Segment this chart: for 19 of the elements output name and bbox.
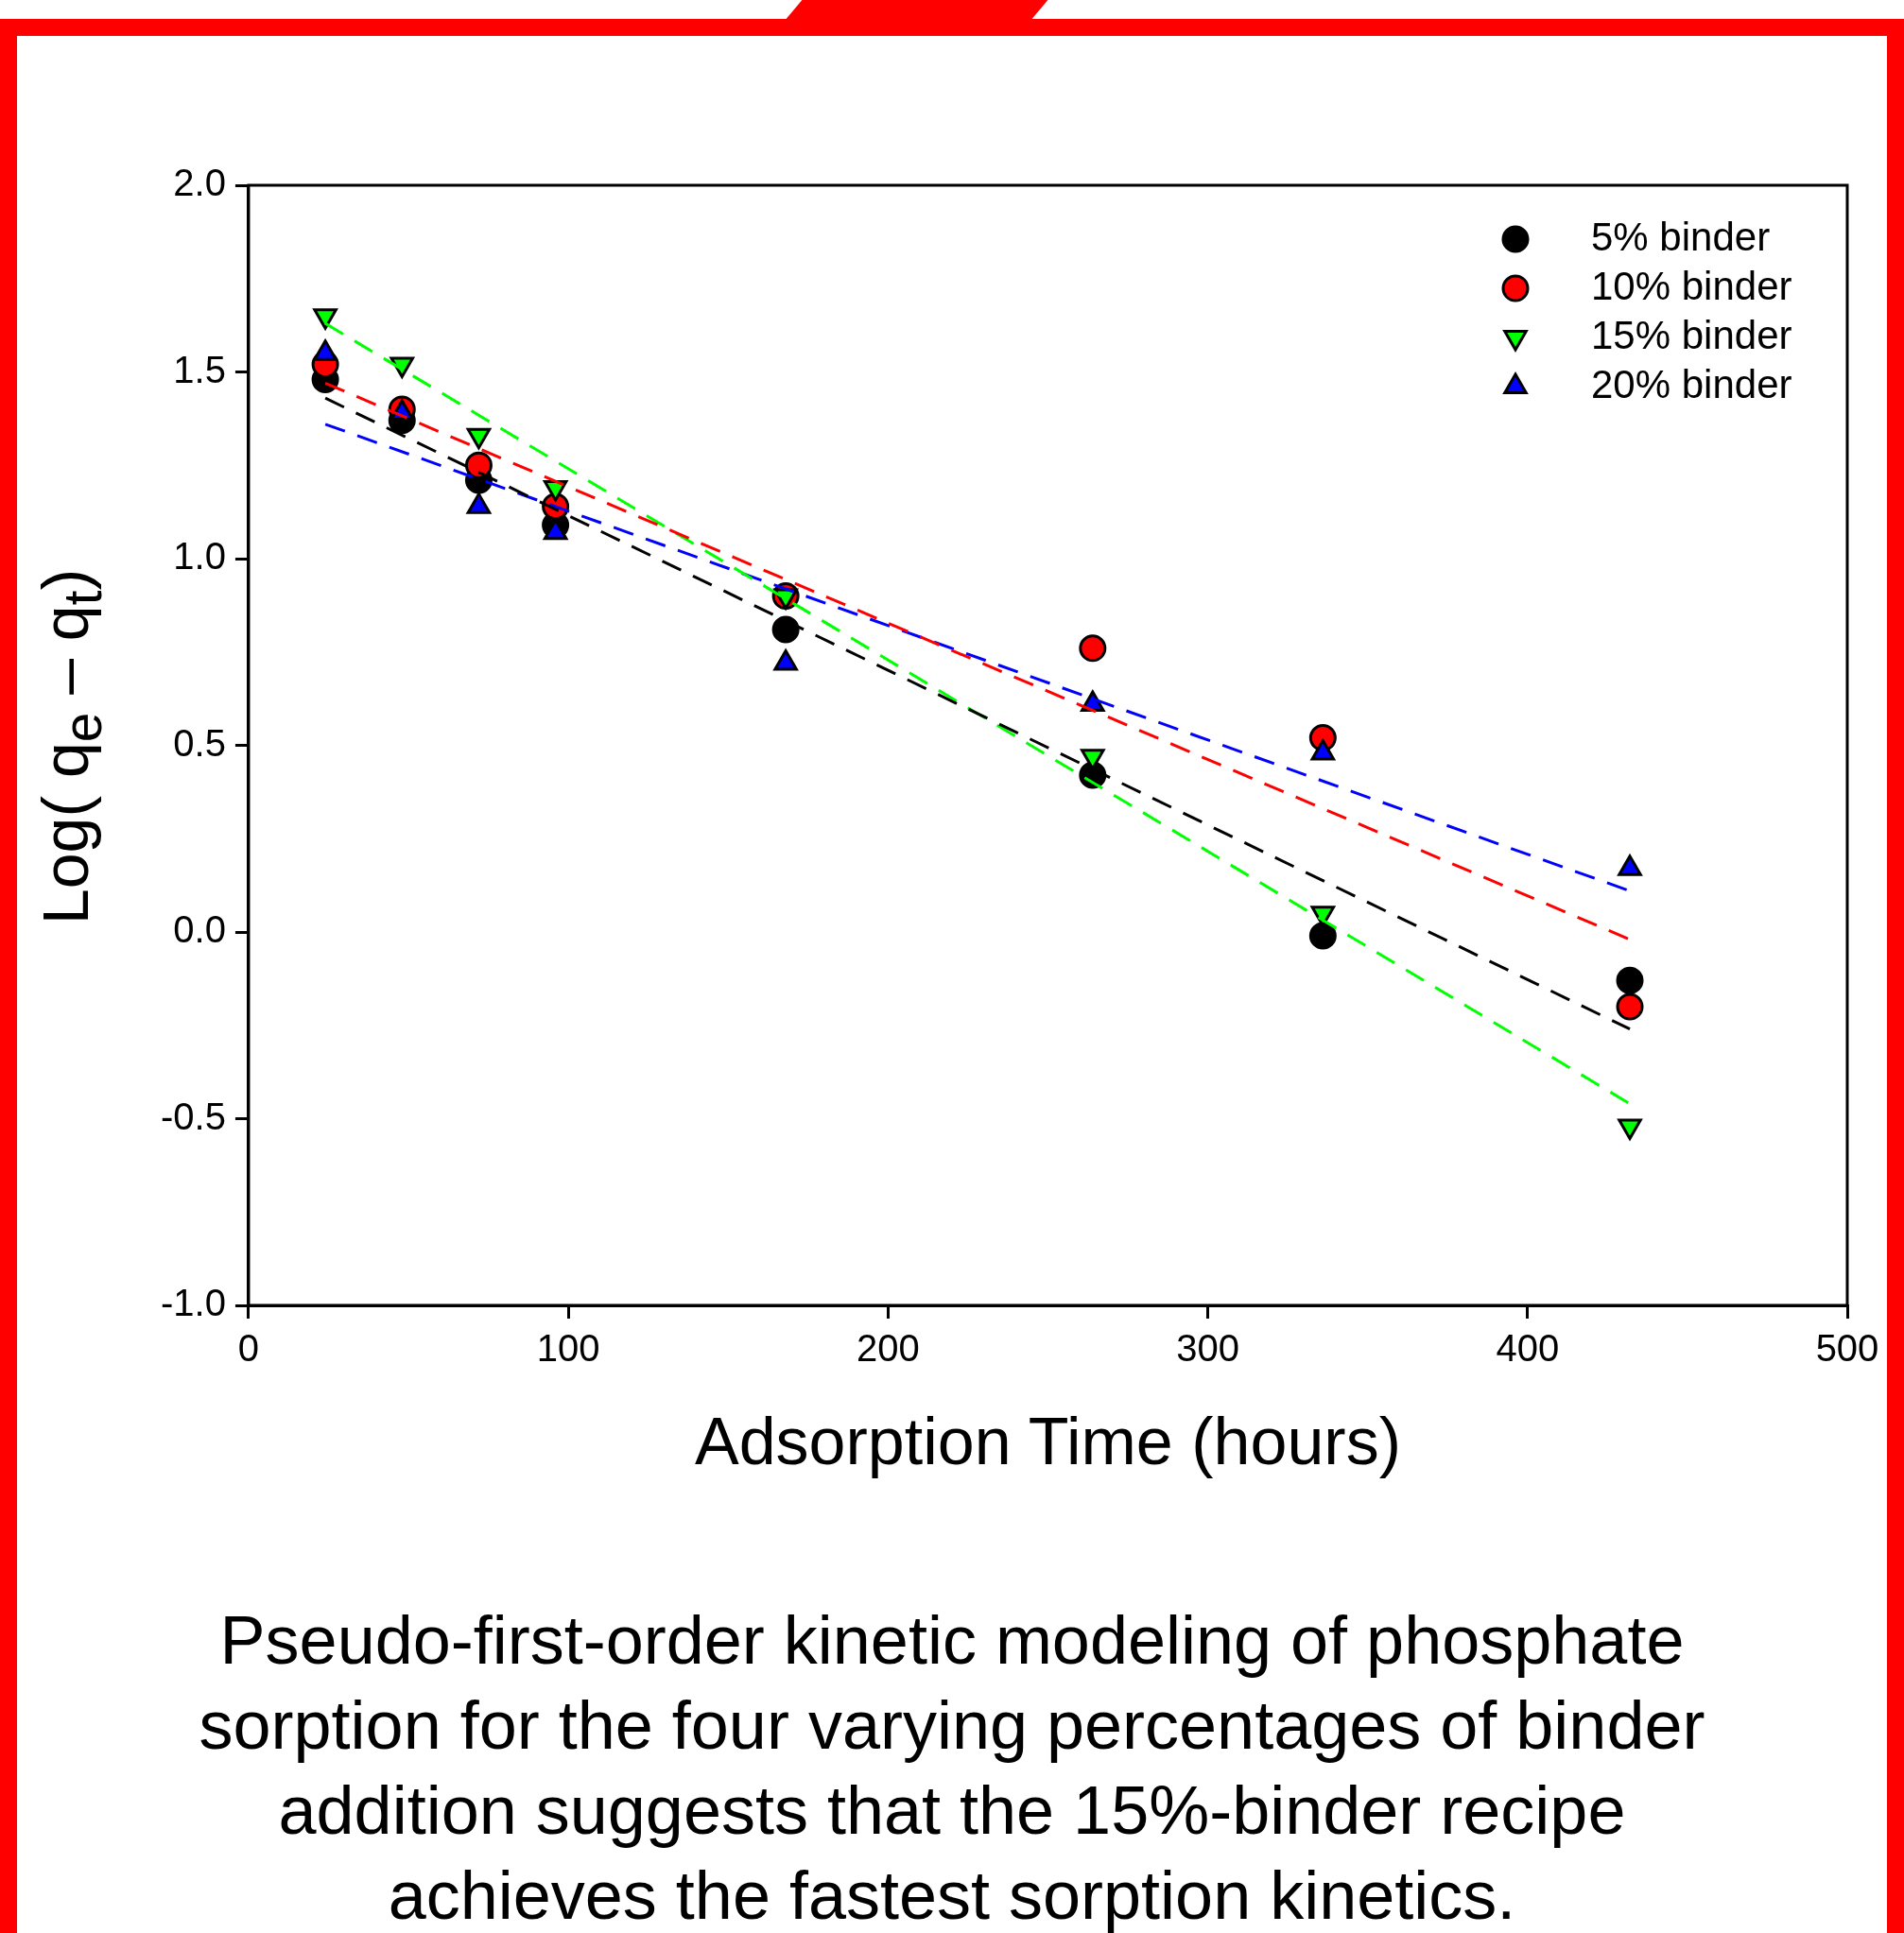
- x-tick-label: 0: [237, 1327, 260, 1370]
- text: Pseudo-first-order kinetic modeling of phosphate sorption for the four varying percentages of binder addition suggests that the 15%-binder recipe achieves the fastest sorption kinetics.: [198, 1601, 1706, 1933]
- legend-label: 20% binder: [1591, 361, 1792, 406]
- y-tick-label: 0.0: [173, 908, 226, 951]
- y-tick-label: 1.0: [173, 535, 226, 578]
- y-tick-label: -1.0: [160, 1282, 226, 1324]
- y-tick-label: 1.5: [173, 348, 226, 390]
- x-axis-title: Adsorption Time (hours): [694, 1405, 1401, 1479]
- y-tick-label: 0.5: [173, 721, 226, 764]
- x-tick-label: 100: [536, 1327, 600, 1370]
- legend-label: 10% binder: [1591, 263, 1792, 308]
- x-tick-label: 400: [1496, 1327, 1560, 1370]
- x-tick-label: 200: [856, 1327, 920, 1370]
- legend-label: 5% binder: [1591, 214, 1771, 259]
- y-tick-label: -0.5: [160, 1095, 226, 1137]
- x-tick-label: 500: [1815, 1327, 1879, 1370]
- x-tick-label: 300: [1176, 1327, 1239, 1370]
- y-tick-label: 2.0: [173, 162, 226, 204]
- legend-label: 15% binder: [1591, 312, 1792, 357]
